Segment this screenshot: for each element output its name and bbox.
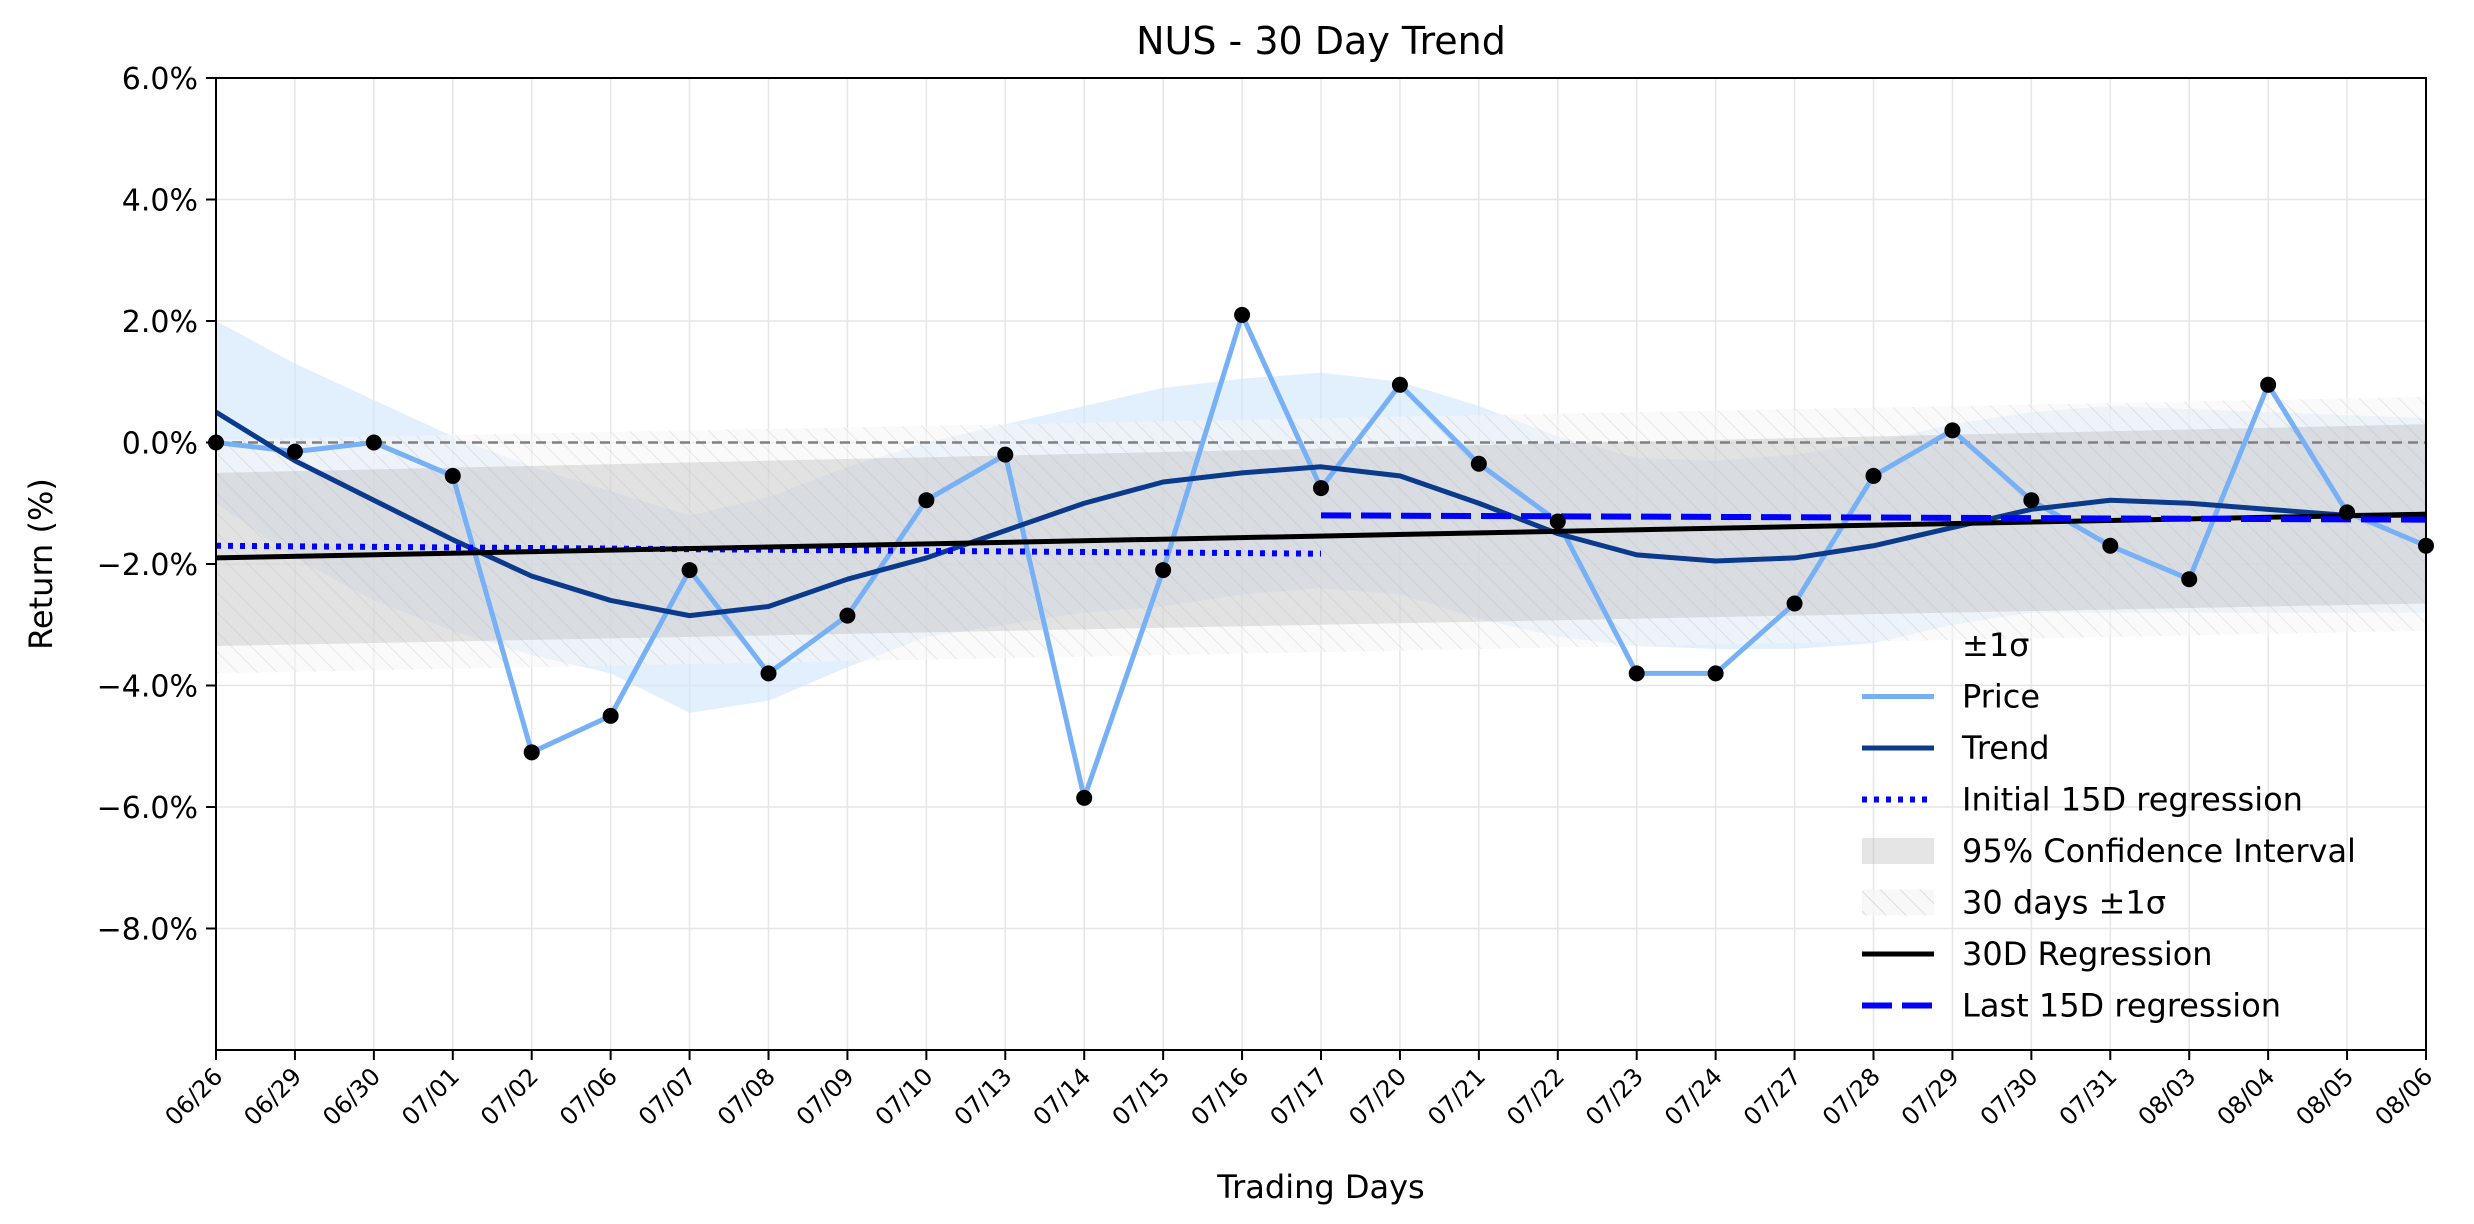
x-tick-label: 08/05: [2291, 1062, 2360, 1131]
x-tick-label: 08/06: [2370, 1062, 2439, 1131]
legend-label: ±1σ: [1962, 626, 2029, 664]
price-point: [2181, 571, 2198, 588]
x-tick-label: 07/22: [1501, 1062, 1570, 1131]
legend-swatch: [1862, 632, 1934, 658]
x-tick-label: 07/13: [949, 1062, 1018, 1131]
legend-item: 30D Regression: [1862, 935, 2213, 973]
price-point: [839, 607, 856, 624]
x-tick-label: 07/31: [2054, 1062, 2123, 1131]
legend-label: Last 15D regression: [1962, 987, 2281, 1025]
price-point: [760, 665, 777, 682]
price-point: [365, 434, 382, 451]
x-tick-label: 07/28: [1817, 1062, 1886, 1131]
price-point: [1470, 455, 1487, 472]
legend-label: 30D Regression: [1962, 935, 2213, 973]
chart-title: NUS - 30 Day Trend: [1136, 19, 1506, 63]
price-point: [918, 492, 935, 509]
price-point: [286, 443, 303, 460]
price-point: [1865, 467, 1882, 484]
x-tick-label: 07/27: [1738, 1062, 1807, 1131]
y-tick-label: 0.0%: [122, 427, 198, 462]
price-point: [523, 744, 540, 761]
legend-item: 30 days ±1σ: [1862, 884, 2166, 922]
price-point: [681, 562, 698, 579]
price-point: [2023, 492, 2040, 509]
initial-15d-regression-line: [216, 542, 1322, 557]
legend-label: 95% Confidence Interval: [1962, 832, 2356, 870]
x-tick-label: 08/04: [2212, 1062, 2281, 1131]
x-tick-label: 06/29: [238, 1062, 307, 1131]
x-tick-label: 07/02: [475, 1062, 544, 1131]
legend-item: Trend: [1862, 729, 2050, 767]
price-point: [1391, 376, 1408, 393]
price-point: [1786, 595, 1803, 612]
x-tick-label: 06/30: [317, 1062, 386, 1131]
trend-line: [216, 409, 2426, 619]
price-point: [444, 467, 461, 484]
x-tick-label: 07/14: [1028, 1062, 1097, 1131]
x-tick-label: 07/01: [396, 1062, 465, 1131]
price-point: [602, 707, 619, 724]
price-point: [2339, 504, 2356, 521]
legend-item: ±1σ: [1862, 626, 2029, 664]
y-tick-label: 4.0%: [122, 184, 198, 219]
x-tick-label: 07/20: [1343, 1062, 1412, 1131]
price-point: [2260, 376, 2277, 393]
legend-label: Trend: [1961, 729, 2050, 767]
x-tick-label: 07/15: [1107, 1062, 1176, 1131]
legend-swatch: [1862, 838, 1934, 864]
price-point: [1234, 306, 1251, 323]
y-tick-label: 6.0%: [122, 62, 198, 97]
x-tick-label: 08/03: [2133, 1062, 2202, 1131]
30d-regression-line: [216, 511, 2426, 561]
x-tick-label: 07/23: [1580, 1062, 1649, 1131]
legend-item: 95% Confidence Interval: [1862, 832, 2356, 870]
legend-item: Last 15D regression: [1862, 987, 2281, 1025]
legend-item: Initial 15D regression: [1862, 781, 2303, 819]
x-tick-label: 07/17: [1265, 1062, 1334, 1131]
price-point: [1313, 480, 1329, 497]
price-point: [1076, 789, 1093, 806]
price-point: [1155, 562, 1172, 579]
x-tick-label: 07/16: [1186, 1062, 1255, 1131]
last-15d-regression-line: [1320, 512, 2426, 523]
price-point: [1707, 665, 1724, 682]
legend-label: Price: [1962, 678, 2040, 716]
price-point: [1944, 422, 1961, 439]
x-tick-label: 06/26: [160, 1062, 229, 1131]
y-axis-label: Return (%): [22, 478, 60, 650]
legend-label: 30 days ±1σ: [1962, 884, 2166, 922]
x-axis-label: Trading Days: [1216, 1168, 1424, 1206]
price-point: [1628, 665, 1645, 682]
x-tick-label: 07/30: [1975, 1062, 2044, 1131]
y-tick-label: 2.0%: [122, 305, 198, 340]
legend-item: Price: [1862, 678, 2040, 716]
x-tick-label: 07/24: [1659, 1062, 1728, 1131]
x-tick-label: 07/07: [633, 1062, 702, 1131]
price-point: [997, 446, 1014, 463]
x-tick-label: 07/10: [870, 1062, 939, 1131]
x-tick-label: 07/29: [1896, 1062, 1965, 1131]
x-tick-label: 07/09: [791, 1062, 860, 1131]
legend-swatch: [1862, 889, 1934, 916]
x-tick-label: 07/06: [554, 1062, 623, 1131]
y-tick-label: −2.0%: [97, 548, 198, 583]
legend: ±1σ Price Trend Initial 15D regression 95% C…: [1862, 626, 2356, 1025]
x-tick-label: 07/08: [712, 1062, 781, 1131]
price-point: [2102, 537, 2119, 554]
legend-label: Initial 15D regression: [1962, 781, 2303, 819]
price-point: [1549, 513, 1566, 530]
y-tick-label: −8.0%: [97, 913, 198, 948]
x-tick-label: 07/21: [1422, 1062, 1491, 1131]
y-tick-label: −6.0%: [97, 791, 198, 826]
y-tick-label: −4.0%: [97, 670, 198, 705]
